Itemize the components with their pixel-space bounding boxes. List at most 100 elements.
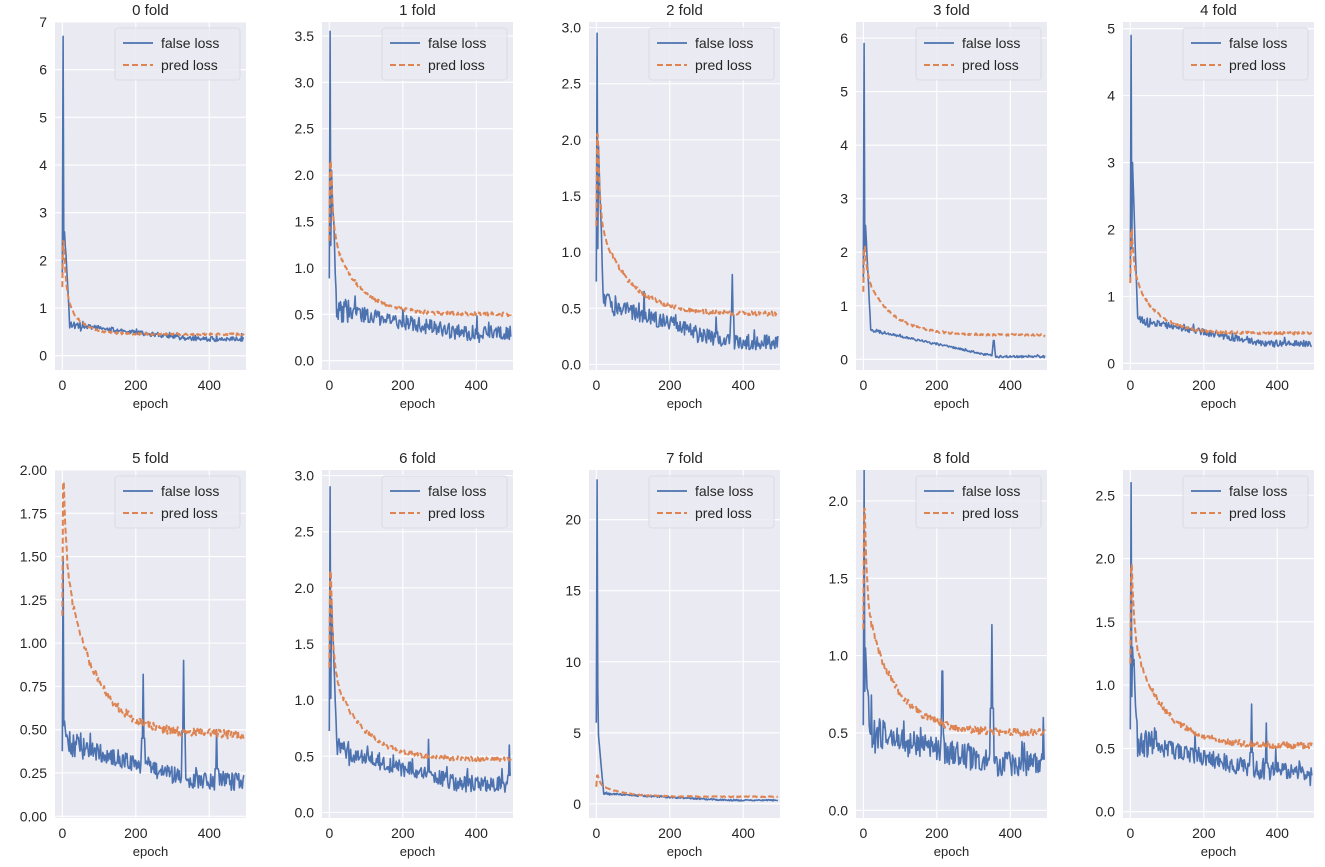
subplot-2: 0 200 400 0.0 0.5 1.0 1.5 2.0 2.5 3.0 2 fold epoch f…: [562, 2, 780, 411]
y-tick-label: 15: [565, 583, 581, 599]
legend-pred-loss-label: pred loss: [695, 57, 752, 73]
x-axis-label: epoch: [934, 844, 969, 859]
subplot-9: 0 200 400 0.0 0.5 1.0 1.5 2.0 2.5 9 fold epoch fals…: [1096, 450, 1314, 859]
subplot-0: 0 200 400 0 1 2 3 4 5 6 7 0 fold epoch false loss pred…: [39, 2, 246, 411]
y-tick-label: 0.0: [1096, 804, 1116, 820]
subplot-title: 9 fold: [1200, 450, 1237, 467]
subplot-title: 5 fold: [132, 450, 169, 467]
legend-pred-loss-label: pred loss: [161, 505, 218, 521]
y-tick-label: 6: [840, 30, 848, 46]
y-tick-label: 3.0: [295, 74, 315, 90]
x-tick-label: 0: [325, 825, 333, 841]
y-tick-label: 2.0: [1096, 551, 1116, 567]
legend-8: false loss pred loss: [915, 475, 1042, 529]
y-tick-label: 2.0: [295, 580, 315, 596]
y-tick-label: 4: [1107, 88, 1115, 104]
y-tick-label: 1: [840, 298, 848, 314]
legend-false-loss-label: false loss: [161, 483, 219, 499]
legend-7: false loss pred loss: [648, 475, 775, 529]
x-axis-label: epoch: [400, 396, 435, 411]
legend-false-loss-label: false loss: [428, 35, 486, 51]
y-tick-label: 3.0: [295, 468, 315, 484]
y-tick-label: 0.5: [1096, 740, 1116, 756]
y-tick-label: 0.00: [20, 808, 47, 824]
legend-box: [114, 475, 241, 529]
x-axis-label: epoch: [667, 844, 702, 859]
legend-pred-loss-label: pred loss: [161, 57, 218, 73]
y-tick-label: 1.0: [562, 244, 582, 260]
y-tick-label: 0.5: [295, 306, 315, 322]
pred-loss-line-2: [595, 133, 779, 317]
y-tick-label: 2: [39, 252, 47, 268]
y-tick-label: 3.0: [562, 20, 582, 36]
y-tick-label: 4: [840, 137, 848, 153]
pred-loss-line-6: [328, 570, 512, 763]
subplot-3: 0 200 400 0 1 2 3 4 5 6 3 fold epoch false loss pred …: [840, 2, 1047, 411]
y-tick-label: 1.50: [20, 549, 47, 565]
subplot-title: 2 fold: [666, 2, 703, 19]
subplot-title: 7 fold: [666, 450, 703, 467]
subplot-5: 0 200 400 0.00 0.25 0.50 0.75 1.00 1.25 1.50 1.75 2…: [20, 450, 246, 859]
x-tick-label: 200: [925, 825, 949, 841]
subplot-title: 3 fold: [933, 2, 970, 19]
false-loss-line-3: [862, 42, 1046, 359]
x-tick-label: 200: [658, 825, 682, 841]
pred-loss-line-1: [328, 160, 512, 318]
x-tick-label: 200: [925, 377, 949, 393]
legend-5: false loss pred loss: [114, 475, 241, 529]
y-tick-label: 6: [39, 62, 47, 78]
legend-box: [648, 475, 775, 529]
y-tick-label: 0.5: [829, 725, 849, 741]
subplot-8: 0 200 400 0.0 0.5 1.0 1.5 2.0 8 fold epoch false l…: [829, 450, 1047, 859]
x-tick-label: 200: [391, 377, 415, 393]
y-tick-label: 1.0: [295, 692, 315, 708]
y-tick-label: 4: [39, 157, 47, 173]
y-tick-label: 1.00: [20, 635, 47, 651]
x-tick-label: 200: [658, 377, 682, 393]
y-tick-label: 2.0: [562, 132, 582, 148]
x-tick-label: 400: [1266, 377, 1290, 393]
legend-box: [381, 27, 508, 81]
y-tick-label: 2.0: [829, 493, 849, 509]
x-axis-label: epoch: [1201, 396, 1236, 411]
legend-false-loss-label: false loss: [1229, 35, 1287, 51]
subplot-7: 0 200 400 0 5 10 15 20 7 fold epoch false loss pred…: [565, 450, 780, 859]
y-tick-label: 1: [39, 300, 47, 316]
x-tick-label: 0: [592, 377, 600, 393]
x-tick-label: 200: [1192, 825, 1216, 841]
subplot-title: 0 fold: [132, 2, 169, 19]
y-tick-label: 3.5: [295, 28, 315, 44]
x-tick-label: 400: [1266, 825, 1290, 841]
pred-loss-line-0: [61, 240, 245, 337]
legend-box: [915, 27, 1042, 81]
y-tick-label: 0.5: [562, 300, 582, 316]
legend-false-loss-label: false loss: [161, 35, 219, 51]
legend-false-loss-label: false loss: [695, 35, 753, 51]
y-tick-label: 2: [840, 244, 848, 260]
pred-loss-line-7: [595, 774, 779, 799]
x-tick-label: 200: [124, 825, 148, 841]
y-tick-label: 0.0: [829, 802, 849, 818]
legend-9: false loss pred loss: [1182, 475, 1309, 529]
x-tick-label: 400: [465, 377, 489, 393]
false-loss-line-2: [595, 32, 779, 351]
subplot-title: 6 fold: [399, 450, 436, 467]
x-tick-label: 400: [198, 377, 222, 393]
y-tick-label: 0.5: [295, 748, 315, 764]
pred-loss-line-3: [862, 245, 1046, 338]
legend-0: false loss pred loss: [114, 27, 241, 81]
y-tick-label: 0.0: [295, 804, 315, 820]
legend-false-loss-label: false loss: [695, 483, 753, 499]
y-tick-label: 1.0: [829, 648, 849, 664]
legend-1: false loss pred loss: [381, 27, 508, 81]
x-tick-label: 400: [732, 825, 756, 841]
legend-3: false loss pred loss: [915, 27, 1042, 81]
y-tick-label: 20: [565, 512, 581, 528]
x-tick-label: 0: [592, 825, 600, 841]
false-loss-line-5: [61, 555, 245, 791]
y-tick-label: 5: [573, 725, 581, 741]
subplot-4: 0 200 400 0 1 2 3 4 5 4 fold epoch false loss pred l…: [1107, 2, 1314, 411]
y-tick-label: 3: [1107, 155, 1115, 171]
y-tick-label: 1.75: [20, 505, 47, 521]
